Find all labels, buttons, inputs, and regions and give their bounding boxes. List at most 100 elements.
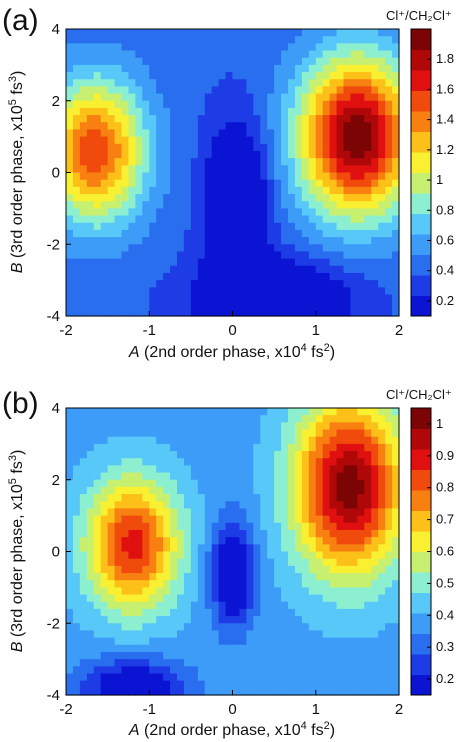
heatmap-cell-b [107,408,116,416]
colorbar-tick-label-a: 1.8 [436,51,454,66]
heatmap-cell-a [197,115,206,123]
heatmap-cell-b [357,415,365,423]
heatmap-cell-b [183,465,192,474]
heatmap-cell-a [364,201,372,209]
heatmap-cell-b [149,608,157,617]
heatmap-cell-b [371,630,379,639]
heatmap-cell-b [253,608,261,617]
heatmap-cell-b [378,630,386,639]
heatmap-cell-a [267,86,275,95]
heatmap-cell-a [371,208,379,217]
heatmap-cell-b [142,429,150,438]
heatmap-cell-a [93,308,102,317]
heatmap-cell-a [142,129,150,138]
heatmap-cell-b [294,458,303,466]
heatmap-cell-b [322,486,331,495]
heatmap-cell-b [135,443,143,452]
heatmap-cell-b [225,659,234,667]
heatmap-cell-b [211,637,220,646]
heatmap-cell-b [281,630,289,639]
heatmap-cell-b [322,479,331,488]
heatmap-cell-b [378,623,386,632]
heatmap-cell-b [329,558,338,567]
heatmap-cell-a [239,72,247,80]
heatmap-cell-a [378,237,386,245]
heatmap-cell-b [66,479,74,488]
heatmap-cell-b [315,659,324,667]
heatmap-cell-a [260,208,268,217]
heatmap-cell-a [294,136,303,145]
heatmap-cell-a [177,165,185,174]
heatmap-cell-b [121,472,130,481]
heatmap-cell-b [211,494,220,502]
heatmap-cell-b [135,666,143,675]
heatmap-cell-a [197,215,206,224]
heatmap-cell-a [281,229,289,238]
heatmap-cell-b [170,673,178,682]
heatmap-cell-a [329,143,338,152]
heatmap-cell-b [170,644,178,653]
heatmap-cell-a [197,201,206,209]
heatmap-cell-b [142,580,150,588]
heatmap-cell-a [121,265,130,274]
heatmap-cell-a [364,265,372,274]
heatmap-cell-a [315,79,324,87]
heatmap-cell-a [197,165,206,174]
heatmap-cell-b [357,551,365,560]
heatmap-cell-b [177,486,185,495]
heatmap-cell-a [239,36,247,44]
heatmap-cell-b [232,558,241,567]
heatmap-cell-a [315,143,324,152]
heatmap-cell-b [274,522,282,531]
heatmap-cell-a [385,308,393,317]
heatmap-cell-b [135,551,143,560]
heatmap-cell-a [211,158,220,166]
heatmap-cell-b [315,587,324,596]
heatmap-cell-b [267,587,275,596]
heatmap-cell-a [267,29,275,37]
heatmap-cell-a [72,258,81,267]
heatmap-cell-b [246,616,254,624]
heatmap-cell-b [156,616,164,624]
heatmap-cell-b [142,415,150,423]
heatmap-cell-b [301,573,310,581]
heatmap-cell-a [329,93,338,102]
heatmap-cell-a [239,265,247,274]
heatmap-cell-a [239,165,247,174]
heatmap-cell-b [301,515,310,524]
heatmap-cell-b [211,544,220,553]
heatmap-cell-b [211,601,220,610]
heatmap-cell-b [93,494,102,502]
heatmap-cell-b [170,436,178,445]
heatmap-cell-b [385,666,393,675]
heatmap-cell-b [66,601,74,610]
colorbar-segment-b [411,510,431,532]
heatmap-cell-b [239,630,247,639]
heatmap-cell-b [253,673,261,682]
heatmap-cell-b [135,673,143,682]
heatmap-cell-a [301,237,310,245]
heatmap-cell-a [274,280,282,288]
heatmap-cell-a [294,115,303,123]
heatmap-cell-a [378,57,386,66]
heatmap-cell-b [190,522,199,531]
heatmap-cell-a [232,287,241,296]
heatmap-cell-b [149,451,157,459]
heatmap-cell-a [392,64,400,73]
heatmap-cell-b [274,544,282,553]
heatmap-cell-a [79,36,88,44]
heatmap-cell-a [204,308,213,317]
heatmap-cell-b [246,515,254,524]
heatmap-cell-b [121,537,130,545]
heatmap-cell-b [107,687,116,696]
heatmap-cell-a [225,93,234,102]
heatmap-cell-a [170,72,178,80]
heatmap-cell-a [218,258,227,267]
heatmap-cell-b [364,565,372,574]
heatmap-cell-a [392,115,400,123]
heatmap-cell-a [142,272,150,281]
heatmap-cell-b [135,508,143,517]
heatmap-cell-b [121,651,130,660]
heatmap-cell-a [72,222,81,231]
heatmap-cell-a [315,29,324,37]
